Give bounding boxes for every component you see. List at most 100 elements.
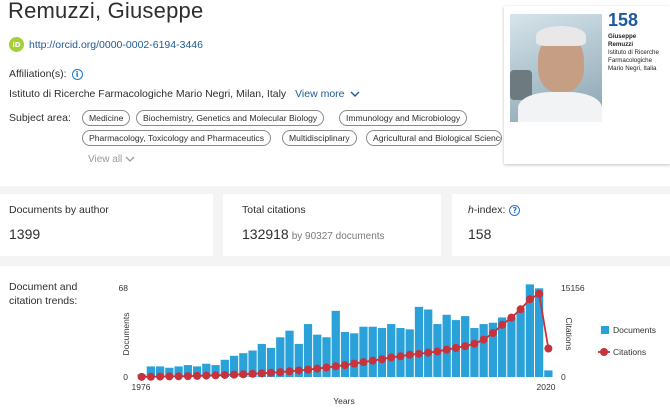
citations-stat-label: Total citations (242, 204, 306, 216)
citations-point (396, 352, 405, 361)
documents-bar (387, 324, 396, 377)
citations-point (451, 343, 460, 352)
affiliation-text: Istituto di Ricerche Farmacologiche Mari… (9, 88, 287, 100)
citations-point (525, 295, 534, 304)
citations-point (257, 369, 266, 378)
documents-bar (285, 330, 294, 377)
documents-bar (266, 347, 276, 377)
legend-documents-label: Documents (613, 325, 656, 335)
documents-bar (340, 332, 350, 377)
info-icon[interactable]: i (71, 68, 83, 80)
hindex-stat-value: 158 (468, 226, 492, 242)
subject-pill-multidisciplinary[interactable]: Multidisciplinary (282, 130, 357, 146)
chevron-down-icon (125, 156, 135, 162)
right-axis-title: Citations (564, 317, 574, 350)
documents-bar (174, 366, 183, 377)
documents-bar (525, 284, 535, 377)
citations-stat-value-row: 132918 by 90327 documents (242, 226, 432, 242)
view-more-link[interactable]: View more (295, 88, 360, 100)
affiliation-label: Affiliation(s): (9, 68, 67, 80)
citations-point (230, 370, 239, 379)
documents-stat-label: Documents by author (9, 204, 109, 216)
ranking-number: 158 (608, 10, 639, 30)
citations-stat-sub[interactable]: by 90327 documents (291, 231, 385, 242)
trends-panel: Document and citation trends: 68 0 15156 0 D… (0, 266, 670, 418)
documents-bar (424, 309, 433, 377)
citations-point (368, 356, 377, 365)
documents-bar (322, 337, 331, 377)
citations-point (341, 361, 349, 370)
documents-bar (313, 334, 322, 377)
citations-point (535, 289, 544, 298)
view-all-link[interactable]: View all (88, 154, 135, 165)
documents-bar (146, 366, 155, 377)
documents-bar (229, 355, 239, 377)
documents-bar (516, 310, 525, 377)
citations-point (276, 368, 285, 377)
citations-stat-value[interactable]: 132918 (242, 226, 289, 242)
citations-point (202, 371, 211, 380)
orcid-row: iD http://orcid.org/0000-0002-6194-3446 (9, 37, 203, 52)
citations-point (220, 370, 229, 379)
subject-pill-agricultural[interactable]: Agricultural and Biological Sciences (366, 130, 502, 146)
subject-pill-immunology[interactable]: Immunology and Microbiology (339, 110, 468, 126)
card-last-name: Remuzzi (608, 41, 634, 48)
documents-bar (350, 333, 359, 377)
help-icon[interactable]: ? (509, 204, 521, 216)
citations-point (285, 367, 294, 376)
subject-pill-medicine[interactable]: Medicine (82, 110, 131, 126)
card-first-name: Giuseppe (608, 33, 637, 40)
citations-stat: Total citations 132918 by 90327 documents (223, 194, 441, 256)
documents-bar (488, 322, 498, 377)
author-name: Remuzzi, Giuseppe (8, 0, 204, 23)
documents-bar (192, 366, 202, 377)
citations-point (387, 353, 396, 362)
card-institution-2: Farmacologiche (608, 57, 653, 64)
citations-point (488, 329, 497, 338)
left-axis-title: Documents (121, 313, 131, 356)
legend-citations-marker (600, 348, 608, 356)
citations-point (183, 372, 192, 381)
citations-point (359, 358, 368, 367)
orcid-link[interactable]: http://orcid.org/0000-0002-6194-3446 (29, 38, 203, 51)
documents-bar (414, 306, 424, 377)
citations-point (174, 372, 183, 381)
citations-point (146, 372, 155, 381)
left-axis-max-label: 68 (119, 283, 129, 293)
citations-point (313, 364, 322, 373)
citations-point (239, 370, 248, 379)
trends-label: Document and citation trends: (9, 280, 99, 308)
card-institution-3: Mario Negri, Italia (608, 65, 657, 72)
citations-point (470, 339, 479, 348)
citations-point (267, 368, 276, 377)
trends-label-line1: Document and (9, 281, 78, 293)
documents-stat: Documents by author 1399 (0, 194, 213, 256)
documents-stat-value[interactable]: 1399 (9, 226, 41, 242)
hindex-label-suffix: -index: (473, 204, 506, 216)
documents-bar (535, 288, 544, 377)
documents-bar (211, 365, 220, 377)
citations-point (544, 344, 553, 353)
documents-bar (368, 326, 377, 377)
documents-bar (183, 365, 192, 377)
documents-bar (220, 359, 229, 377)
right-axis-min-label: 0 (561, 372, 566, 382)
documents-bar (359, 326, 368, 377)
citations-point (322, 363, 331, 372)
documents-bar (507, 317, 516, 377)
documents-bar (377, 328, 387, 377)
subject-pill-pharmacology[interactable]: Pharmacology, Toxicology and Pharmaceuti… (82, 130, 271, 146)
citations-point (137, 372, 146, 381)
documents-bar (331, 310, 340, 377)
documents-bar (202, 363, 211, 377)
subject-pill-biochemistry[interactable]: Biochemistry, Genetics and Molecular Bio… (136, 110, 325, 126)
orcid-icon: iD (9, 37, 24, 52)
chevron-down-icon (350, 91, 360, 97)
citations-point (248, 369, 257, 378)
hindex-label-h: h (468, 204, 474, 216)
x-axis-start-label: 1976 (132, 382, 151, 392)
affiliation-row: Istituto di Ricerche Farmacologiche Mari… (9, 88, 360, 100)
documents-bar (294, 343, 303, 377)
citations-point (414, 349, 423, 358)
documents-bar (498, 317, 507, 377)
